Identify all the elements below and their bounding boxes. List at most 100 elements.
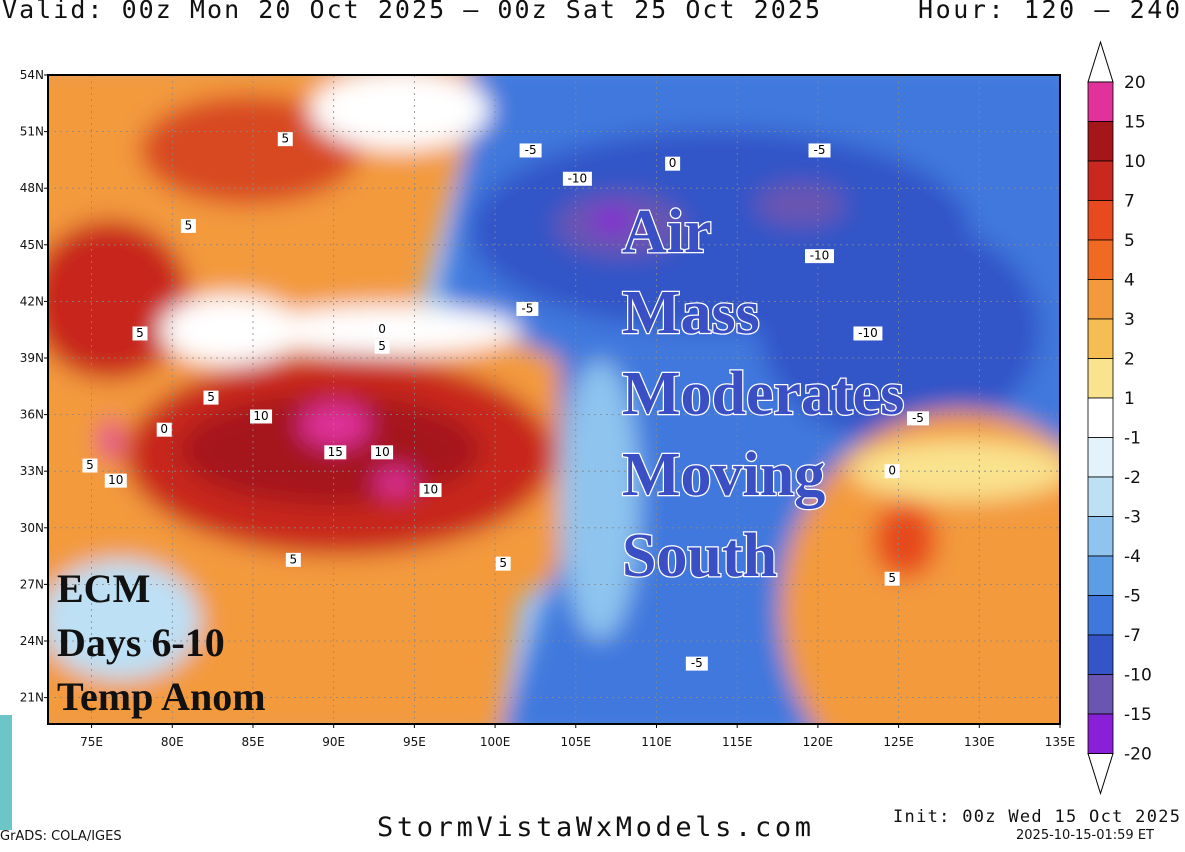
colorbar-label: -2: [1124, 468, 1141, 488]
contour-label-box: [495, 556, 511, 571]
contour-label-box: [805, 249, 835, 264]
contour-label: 10: [253, 409, 268, 423]
lon-label: 95E: [403, 735, 426, 749]
contour-label: 5: [281, 132, 289, 146]
contour-label-box: [104, 473, 127, 488]
colorbar-label: -3: [1124, 508, 1141, 528]
contour-label-box: [906, 411, 929, 426]
lon-label: 110E: [641, 735, 672, 749]
contour-label-box: [374, 339, 390, 354]
contour-label: -10: [568, 171, 588, 185]
contour-label-box: [562, 171, 592, 186]
contour-label-box: [884, 571, 900, 586]
colorbar-label: -5: [1124, 587, 1141, 607]
colorbar-label: -20: [1124, 745, 1152, 765]
contour-label-box: [853, 326, 883, 341]
lon-label: 105E: [561, 735, 592, 749]
contour-label-box: [371, 445, 394, 460]
lat-label: 36N: [20, 408, 44, 422]
overlay-headline: Moderates: [622, 360, 904, 428]
colorbar-swatch: [1087, 555, 1114, 596]
contour-label-box: [516, 301, 539, 316]
contour-label: 0: [378, 322, 386, 336]
lon-label: 85E: [242, 735, 265, 749]
colorbar-swatch: [1087, 595, 1114, 636]
timestamp: 2025-10-15-01:59 ET: [1016, 828, 1154, 843]
lon-label: 120E: [803, 735, 834, 749]
site-name: StormVistaWxModels.com: [377, 812, 811, 843]
lat-label: 48N: [20, 181, 44, 195]
colorbar-swatch: [1087, 358, 1114, 399]
lon-label: 75E: [80, 735, 103, 749]
colorbar-arrow: [1087, 40, 1114, 83]
colorbar-swatch: [1087, 516, 1114, 557]
contour-label: 5: [207, 390, 215, 404]
lat-label: 27N: [20, 577, 44, 591]
colorbar-swatch: [1087, 437, 1114, 478]
colorbar-label: -1: [1124, 429, 1141, 449]
colorbar-label: 15: [1124, 113, 1146, 133]
contour-label-box: [419, 483, 442, 498]
contour-label-box: [808, 143, 831, 158]
contour-label: 0: [669, 156, 677, 170]
contour-label-box: [156, 422, 172, 437]
colorbar-label: -15: [1124, 705, 1152, 725]
temperature-field: 5 -5 -10 -5 0 5 -10 -5 -10 5 0 5 5 10 -5 0 15 10 5 10 10 0 5 5 5…: [48, 75, 1060, 724]
lon-label: 125E: [883, 735, 914, 749]
contour-label: -5: [814, 143, 826, 157]
colorbar-swatch: [1087, 476, 1114, 517]
colorbar-label: -10: [1124, 666, 1152, 686]
init-time: Init: 00z Wed 15 Oct 2025: [893, 807, 1180, 827]
contour-label: 5: [86, 458, 94, 472]
contour-label: -5: [525, 143, 537, 157]
contour-label-box: [884, 464, 900, 479]
credit: GrADS: COLA/IGES: [0, 829, 122, 844]
colorbar-swatch: [1087, 397, 1114, 438]
side-strip: [0, 715, 12, 830]
lon-label: 135E: [1045, 735, 1076, 749]
contour-label: -10: [810, 249, 830, 263]
contour-label: 5: [499, 556, 507, 570]
contour-label-box: [685, 656, 708, 671]
contour-label: 5: [290, 552, 298, 566]
colorbar-swatch: [1087, 318, 1114, 359]
contour-label: -5: [521, 301, 533, 315]
overlay-headline: Moving: [622, 441, 825, 509]
colorbar-arrow: [1087, 753, 1114, 796]
colorbar-swatch: [1087, 239, 1114, 280]
contour-label-box: [82, 458, 98, 473]
colorbar-label: 7: [1124, 192, 1135, 212]
contour-label: 10: [108, 473, 123, 487]
contour-label: 10: [374, 445, 389, 459]
contour-label-box: [519, 143, 542, 158]
contour-label-box: [665, 156, 681, 171]
lat-label: 30N: [20, 521, 44, 535]
contour-label-box: [203, 390, 219, 405]
contour-label: 5: [378, 339, 386, 353]
lat-label: 21N: [20, 691, 44, 705]
contour-label: -5: [691, 656, 703, 670]
colorbar-label: 3: [1124, 310, 1135, 330]
lon-label: 115E: [722, 735, 753, 749]
colorbar-swatch: [1087, 713, 1114, 754]
contour-label: 10: [423, 483, 438, 497]
contour-label: -10: [858, 326, 878, 340]
lat-label: 45N: [20, 238, 44, 252]
colorbar-swatch: [1087, 81, 1114, 122]
contour-label-box: [324, 445, 347, 460]
contour-label: 0: [160, 422, 168, 436]
contour-label: 15: [328, 445, 343, 459]
contour-label-box: [250, 409, 273, 424]
overlay-headline: Mass: [622, 279, 760, 347]
lon-label: 80E: [161, 735, 184, 749]
colorbar-swatch: [1087, 200, 1114, 241]
model-caption: Days 6-10: [57, 620, 225, 665]
colorbar-label: 20: [1124, 73, 1146, 93]
colorbar-swatch: [1087, 674, 1114, 715]
contour-label-box: [285, 552, 301, 567]
contour-label: 5: [185, 218, 193, 232]
contour-label-box: [374, 322, 390, 337]
colorbar-label: 4: [1124, 271, 1135, 291]
colorbar-label: 10: [1124, 152, 1146, 172]
colorbar-label: 1: [1124, 389, 1135, 409]
